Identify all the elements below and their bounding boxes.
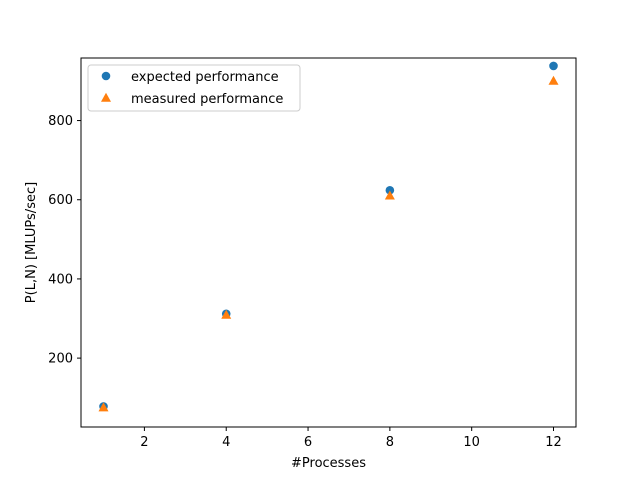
y-tick-label: 600 <box>48 193 73 208</box>
legend-label: expected performance <box>131 70 279 85</box>
y-tick-label: 200 <box>48 352 73 367</box>
measured-point <box>548 75 559 85</box>
x-tick-label: 2 <box>140 435 148 450</box>
legend-circle-marker <box>101 71 111 81</box>
axes: 2 4 6 8 10 12 200 400 600 800 #Processes P(L,N) [ML… <box>24 57 577 471</box>
expected-point <box>549 61 558 71</box>
y-axis-label: P(L,N) [MLUPs/sec] <box>24 182 39 303</box>
plot-frame <box>80 57 577 428</box>
legend: expected performance measured performance <box>87 64 301 112</box>
measured-point <box>98 402 109 412</box>
measured-point <box>221 309 232 319</box>
data-marks <box>98 61 559 412</box>
x-tick-label: 6 <box>304 435 312 450</box>
legend-box <box>87 64 301 112</box>
x-axis-label: #Processes <box>291 456 366 471</box>
x-tick-label: 8 <box>386 435 394 450</box>
legend-label: measured performance <box>131 92 283 107</box>
x-tick-label: 10 <box>463 435 480 450</box>
measured-point <box>384 190 395 200</box>
x-tick-label: 12 <box>545 435 562 450</box>
y-tick-label: 400 <box>48 272 73 287</box>
y-tick-label: 800 <box>48 114 73 129</box>
expected-point <box>385 185 395 195</box>
x-tick-label: 4 <box>222 435 230 450</box>
legend-triangle-marker <box>101 92 111 102</box>
